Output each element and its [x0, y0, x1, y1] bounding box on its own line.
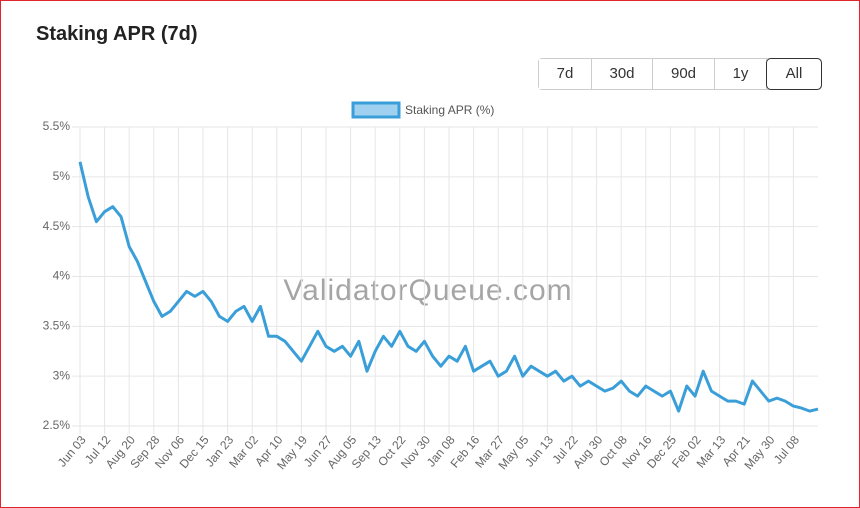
x-tick-label: Jun 13: [522, 433, 556, 470]
range-button[interactable]: 30d: [592, 59, 653, 89]
watermark: ValidatorQueue.com: [283, 274, 572, 307]
x-tick-label: Jun 03: [55, 433, 89, 470]
range-button[interactable]: 7d: [539, 59, 592, 89]
title: Staking APR (7d): [36, 23, 198, 45]
legend-label: Staking APR (%): [405, 103, 494, 117]
y-tick-label: 4.5%: [43, 219, 71, 233]
y-tick-label: 5%: [53, 169, 71, 183]
data-line: [78, 161, 819, 413]
range-button[interactable]: 1y: [715, 59, 767, 89]
legend-swatch: [351, 101, 401, 119]
y-tick-label: 2.5%: [43, 418, 71, 432]
range-button[interactable]: 90d: [653, 59, 715, 89]
range-buttons: 7d 30d 90d 1y All: [538, 58, 822, 90]
x-tick-label: Jul 08: [771, 433, 803, 467]
y-tick-label: 3%: [53, 368, 71, 382]
range-button[interactable]: All: [766, 58, 822, 90]
y-tick-label: 3.5%: [43, 319, 71, 333]
y-tick-label: 5.5%: [43, 119, 71, 133]
y-tick-label: 4%: [53, 269, 71, 283]
